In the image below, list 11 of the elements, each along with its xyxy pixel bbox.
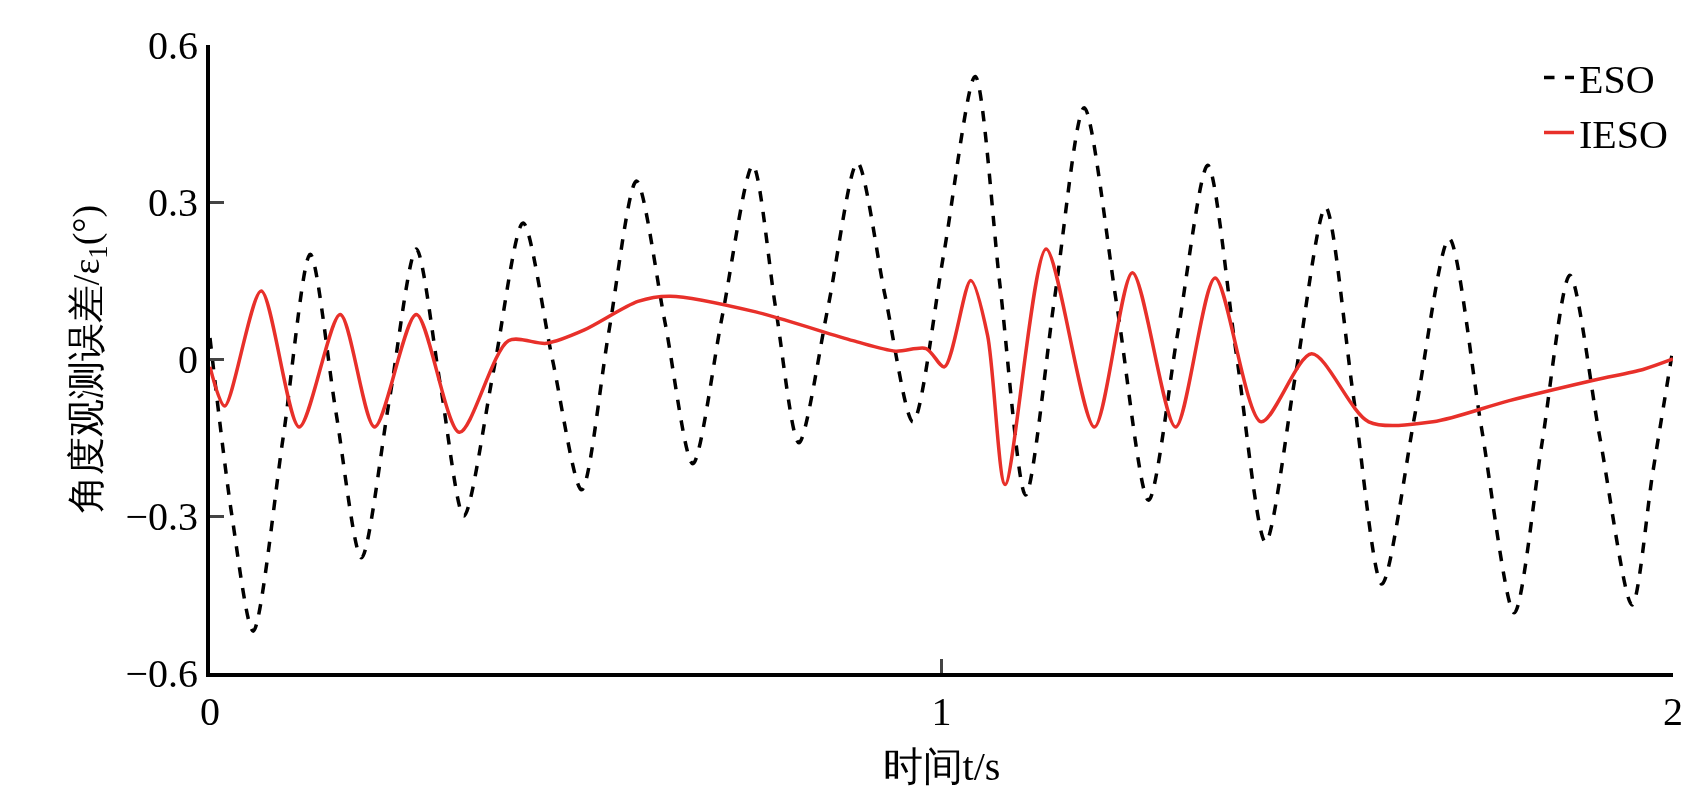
y-tick-label: −0.3: [125, 494, 198, 539]
y-tick-label: 0.6: [148, 23, 198, 68]
y-tick-label: 0: [178, 337, 198, 382]
x-tick-label: 1: [931, 689, 952, 734]
legend-label: ESO: [1579, 57, 1655, 103]
line-series: [210, 247, 1673, 487]
x-axis-title: 时间t/s: [882, 744, 1001, 789]
y-tick-label: −0.6: [125, 651, 198, 696]
x-tick-label: 2: [1663, 689, 1683, 734]
legend-label: IESO: [1579, 112, 1668, 158]
y-tick-label: 0.3: [148, 180, 198, 225]
